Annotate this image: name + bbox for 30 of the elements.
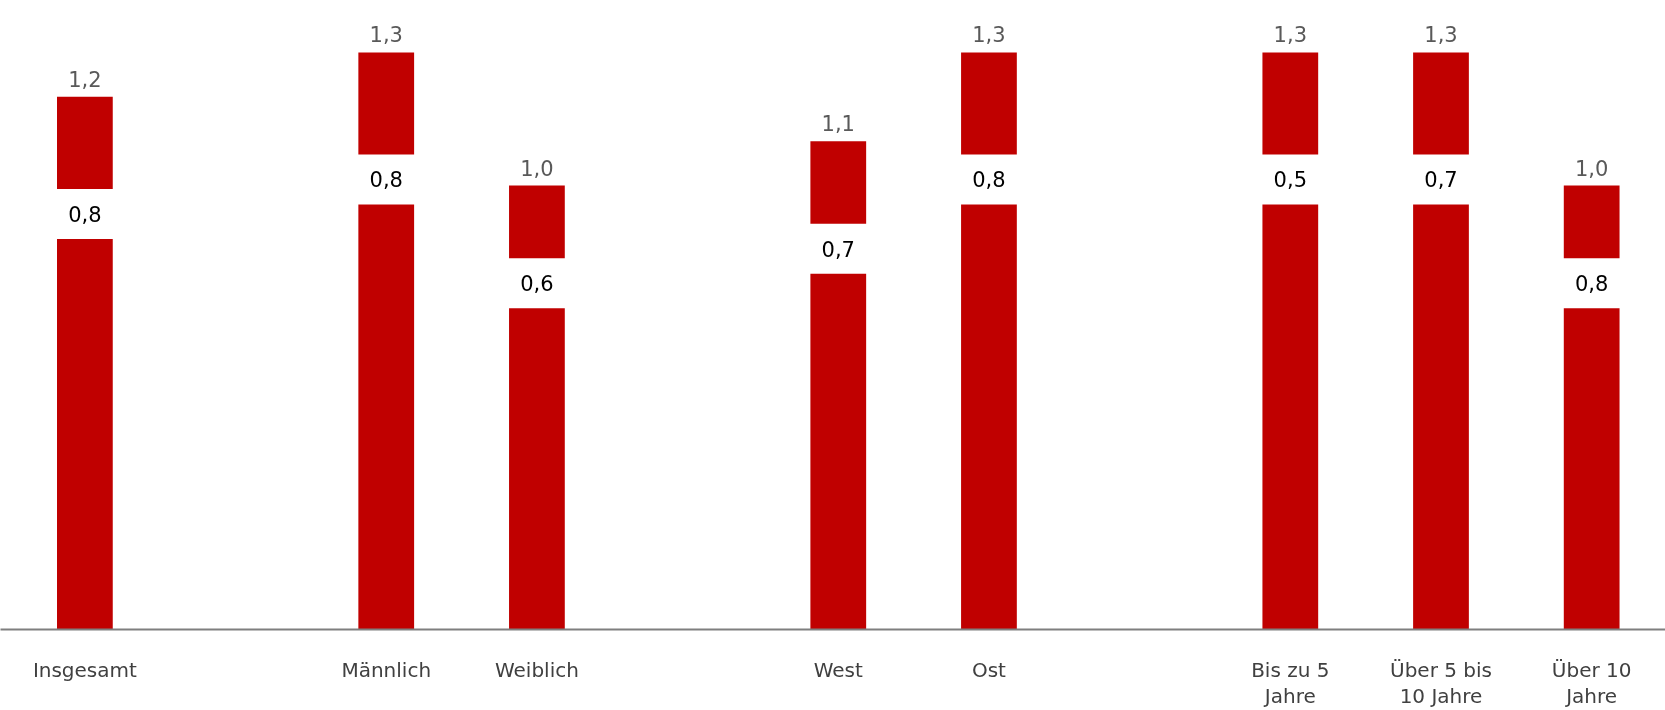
annotation: 0,6 [520, 272, 554, 297]
bar [1262, 52, 1319, 630]
annotation: 0,8 [68, 203, 102, 228]
data-label: 1,1 [821, 112, 855, 137]
x-tick-label: West [813, 657, 864, 682]
annotation: 0,8 [972, 168, 1006, 193]
x-tick-label: Über 10 Jahre [1551, 657, 1632, 708]
data-label: 1,2 [68, 67, 102, 92]
annotation: 0,8 [369, 168, 403, 193]
x-tick-label: Insgesamt [32, 657, 138, 682]
annotation: 0,7 [1424, 168, 1458, 193]
data-label: 1,0 [520, 156, 554, 181]
annotation: 0,8 [1574, 272, 1609, 297]
x-tick-label: Weiblich [494, 657, 579, 682]
x-tick-label: Ost [971, 657, 1007, 682]
bar [961, 52, 1017, 630]
bar [57, 96, 113, 630]
data-label: 1,3 [972, 23, 1006, 48]
data-label: 1,3 [369, 23, 403, 48]
bar [810, 141, 867, 630]
annotation: 0,7 [821, 237, 855, 262]
x-tick-label: Männlich [341, 657, 432, 682]
bar [1413, 52, 1469, 630]
x-tick-label: Über 5 bis 10 Jahre [1390, 657, 1492, 708]
bar [358, 52, 415, 630]
data-label: 1,3 [1273, 23, 1308, 48]
x-tick-label: Bis zu 5 Jahre [1251, 657, 1330, 708]
data-label: 1,3 [1424, 23, 1458, 48]
annotation: 0,5 [1273, 168, 1308, 193]
data-label: 1,0 [1574, 156, 1609, 181]
